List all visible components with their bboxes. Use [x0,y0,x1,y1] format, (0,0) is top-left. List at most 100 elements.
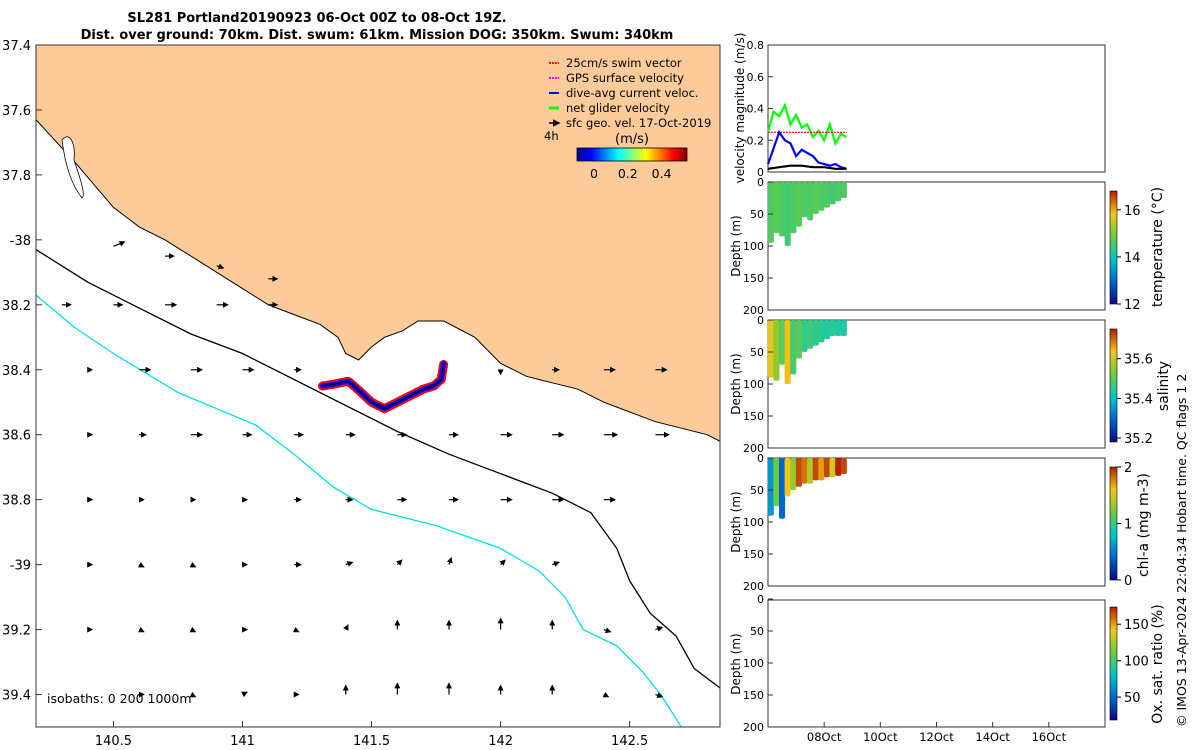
profile-cell [823,320,831,340]
profile-cell [773,458,780,506]
chla-clabel: chl-a (mg m-3) [1136,473,1152,577]
profile-cell [801,182,808,218]
profile-cell [773,182,780,234]
velocity-panel: 0 0.2 0.4 0.6 0.8 velocity magnitude (m/s) [733,33,1106,184]
current-vector [138,626,145,633]
profile-cell [835,320,842,336]
speed-colorbar-tick-label: 0 [590,166,598,181]
velocity-axes-frame [767,44,1106,173]
oxygen-colorbar-ticks: 50 100 150 [1117,618,1149,706]
colorbar-tick-label: 0 [1124,574,1132,589]
profile-cell [812,182,819,214]
salinity-cells [767,320,847,384]
temperature-cells [767,182,847,246]
profile-cell [818,182,825,211]
map-x-tick-label: 141.5 [353,734,390,749]
profile-cell [778,320,786,365]
profile-cell [823,182,831,208]
time-tick-label: 12Oct [919,730,954,744]
current-vector [189,691,197,698]
current-vector [189,626,197,633]
map-x-tick-label: 141 [230,734,255,749]
time-tick-label: 14Oct [975,730,1010,744]
profile-cell [801,458,808,484]
salinity-clabel: salinity [1156,361,1172,411]
profile-cell [829,320,836,336]
colorbar-label-ms: (m/s) [615,132,649,147]
profile-cell [795,182,802,227]
speed-colorbar-ticks: 0 0.2 0.4 [590,166,672,181]
lake-shape [61,136,84,199]
depth-tick-label: 150 [743,272,764,285]
map-y-tick-label: 37.8 [2,169,31,184]
temperature-panel: 0 50 100 150 200 Depth (m) 12 14 16 temperatur… [729,176,1166,317]
profile-cell [778,458,786,519]
map-x-tick-label: 142 [488,734,513,749]
colorbar-tick-label: 35.2 [1124,432,1153,447]
salinity-panel: 0 50 100 150 200 Depth (m) 35.2 35.4 35.6 sali… [729,314,1172,455]
profile-cell [767,182,774,243]
profile-cell [790,458,797,490]
temperature-colorbar [1109,190,1118,305]
map-y-tick-label: 38.2 [2,299,31,314]
time-x-ticks: 08Oct 10Oct 12Oct 14Oct 16Oct [807,722,1067,744]
depth-tick-label: 100 [743,240,764,253]
map-y-tick-label: -38 [10,234,31,249]
colorbar-tick-label: 1 [1124,518,1132,533]
depth-tick-label: 0 [757,176,764,189]
profile-cell [795,458,802,487]
map-axes-frame [35,44,721,728]
velocity-y-tick-label: 0.8 [747,39,765,52]
map-x-tick-label: 140.5 [95,734,132,749]
current-vector [602,691,610,698]
profile-cell [829,182,836,205]
salinity-colorbar [1109,328,1118,443]
map-y-tick-label: 38.8 [2,494,31,509]
profile-cell [801,320,808,352]
profile-cell [812,458,819,481]
colorbar-tick-label: 2 [1124,461,1132,476]
map-x-tick-label: 142.5 [611,734,648,749]
profile-cell [778,182,786,237]
profile-cell [790,182,797,234]
salinity-y-ticks: 0 50 100 150 200 [743,314,773,455]
current-vector [343,624,349,631]
profile-cell [818,320,825,343]
time-tick-label: 08Oct [807,730,842,744]
chla-colorbar-ticks: 0 1 2 [1117,461,1132,589]
colorbar-tick-label: 14 [1124,251,1141,266]
colorbar-tick-label: 35.6 [1124,353,1153,368]
velocity-y-tick-label: 0 [757,166,764,179]
depth-tick-label: 50 [750,484,764,497]
depth-tick-label: 150 [743,410,764,423]
depth-tick-label: 50 [750,625,764,638]
map-y-tick-label: 37.4 [2,39,31,54]
current-vector [603,627,612,634]
isobath-200m [36,249,720,689]
current-vector [499,559,506,566]
depth-tick-label: 150 [743,689,764,702]
velocity-ylabel: velocity magnitude (m/s) [733,33,747,184]
salinity-ylabel: Depth (m) [729,353,743,414]
temperature-clabel: temperature (°C) [1150,187,1166,307]
temperature-colorbar-ticks: 12 14 16 [1117,204,1141,313]
profile-cell [818,458,825,481]
chla-y-ticks: 0 50 100 150 200 [743,452,773,593]
profile-cell [829,458,836,478]
profile-cell [807,320,814,349]
oxygen-y-ticks: 0 50 100 150 200 [743,593,773,734]
current-vector [655,626,664,632]
colorbar-tick-label: 150 [1124,618,1149,633]
legend-item-net: net glider velocity [566,101,670,115]
depth-tick-label: 100 [743,516,764,529]
profile-cell [767,458,774,516]
profile-cell [835,458,842,476]
profile-cell [840,458,847,474]
legend-item-sfc-geo: sfc geo. vel. 17-Oct-2019 [566,116,711,130]
oxygen-ylabel: Depth (m) [729,633,743,694]
oxygen-axes-frame [767,599,1106,728]
colorbar-tick-label: 12 [1124,298,1141,313]
time-tick-label: 10Oct [863,730,898,744]
legend-item-gps: GPS surface velocity [566,71,684,85]
depth-tick-label: 200 [743,304,764,317]
